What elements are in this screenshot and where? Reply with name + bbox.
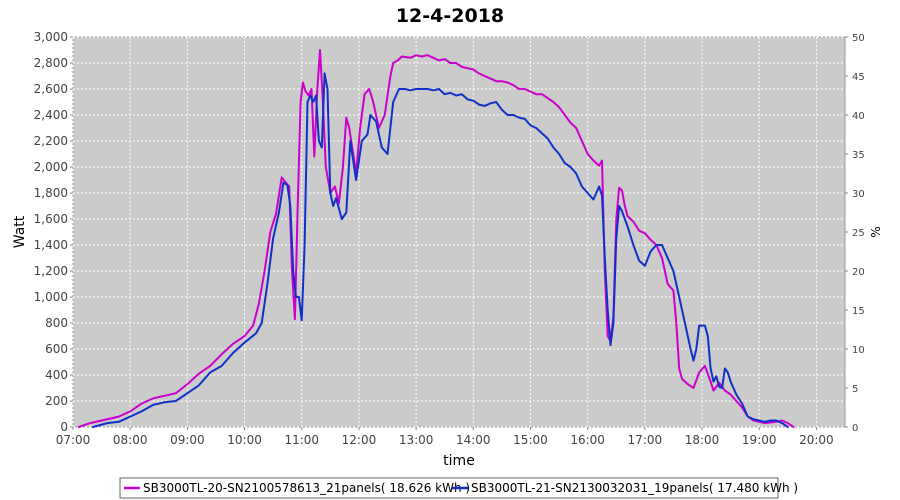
y2-axis-ticks: 0 5 10 15 20 25 30 35 40 45 50 [845,33,865,434]
x-tick-label: 19:00 [742,433,777,447]
y-tick-label: 1,000 [34,290,68,304]
y-tick-label: 600 [45,342,68,356]
y-tick-label: 2,400 [34,108,68,122]
y2-tick-label: 25 [852,228,865,239]
x-tick-label: 09:00 [170,433,205,447]
y-tick-label: 0 [60,420,68,434]
y-tick-label: 2,600 [34,82,68,96]
y-tick-label: 200 [45,394,68,408]
y-tick-label: 1,800 [34,186,68,200]
y2-tick-label: 50 [852,33,865,44]
legend-box [119,477,779,499]
y2-tick-label: 0 [852,423,858,434]
y2-axis-label: % [869,226,883,237]
x-tick-label: 13:00 [399,433,434,447]
x-tick-label: 08:00 [113,433,148,447]
y-tick-label: 800 [45,316,68,330]
y2-tick-label: 20 [852,267,865,278]
x-axis-ticks: 07:00 08:00 09:00 10:00 11:00 12:00 13:00 14:00… [56,427,834,447]
series-line-1 [77,49,795,428]
x-tick-label: 18:00 [685,433,720,447]
series-line-2 [92,72,789,428]
y-tick-label: 3,000 [34,30,68,44]
y-tick-label: 2,000 [34,160,68,174]
legend-label-series-2: SB3000TL-21-SN2130032031_19panels( 17.48… [471,481,798,495]
x-tick-label: 14:00 [456,433,491,447]
legend: SB3000TL-20-SN2100578613_21panels( 18.62… [119,477,798,499]
x-tick-label: 15:00 [513,433,548,447]
y2-tick-label: 15 [852,306,865,317]
y2-tick-label: 45 [852,72,865,83]
y-tick-label: 2,800 [34,56,68,70]
y-tick-label: 1,600 [34,212,68,226]
grid [72,36,845,428]
series-layer [77,49,795,428]
plot-area [72,36,846,428]
x-tick-label: 17:00 [628,433,663,447]
x-tick-label: 16:00 [570,433,605,447]
y-tick-label: 1,200 [34,264,68,278]
x-tick-label: 10:00 [227,433,262,447]
x-tick-label: 07:00 [56,433,91,447]
y-axis-label: Watt [12,215,28,248]
chart-title: 12-4-2018 [396,5,504,27]
y-tick-label: 2,200 [34,134,68,148]
y-tick-label: 400 [45,368,68,382]
x-axis-label: time [443,453,475,469]
x-tick-label: 11:00 [284,433,319,447]
y-tick-label: 1,400 [34,238,68,252]
y2-tick-label: 10 [852,345,865,356]
x-tick-label: 20:00 [799,433,834,447]
y2-tick-label: 35 [852,150,865,161]
x-tick-label: 12:00 [342,433,377,447]
y2-tick-label: 5 [852,384,858,395]
y-axis-ticks: 0 200 400 600 800 1,000 1,200 1,400 1,600 1,800 2,… [34,30,73,434]
y2-tick-label: 40 [852,111,865,122]
legend-label-series-1: SB3000TL-20-SN2100578613_21panels( 18.62… [143,481,470,495]
y2-tick-label: 30 [852,189,865,200]
